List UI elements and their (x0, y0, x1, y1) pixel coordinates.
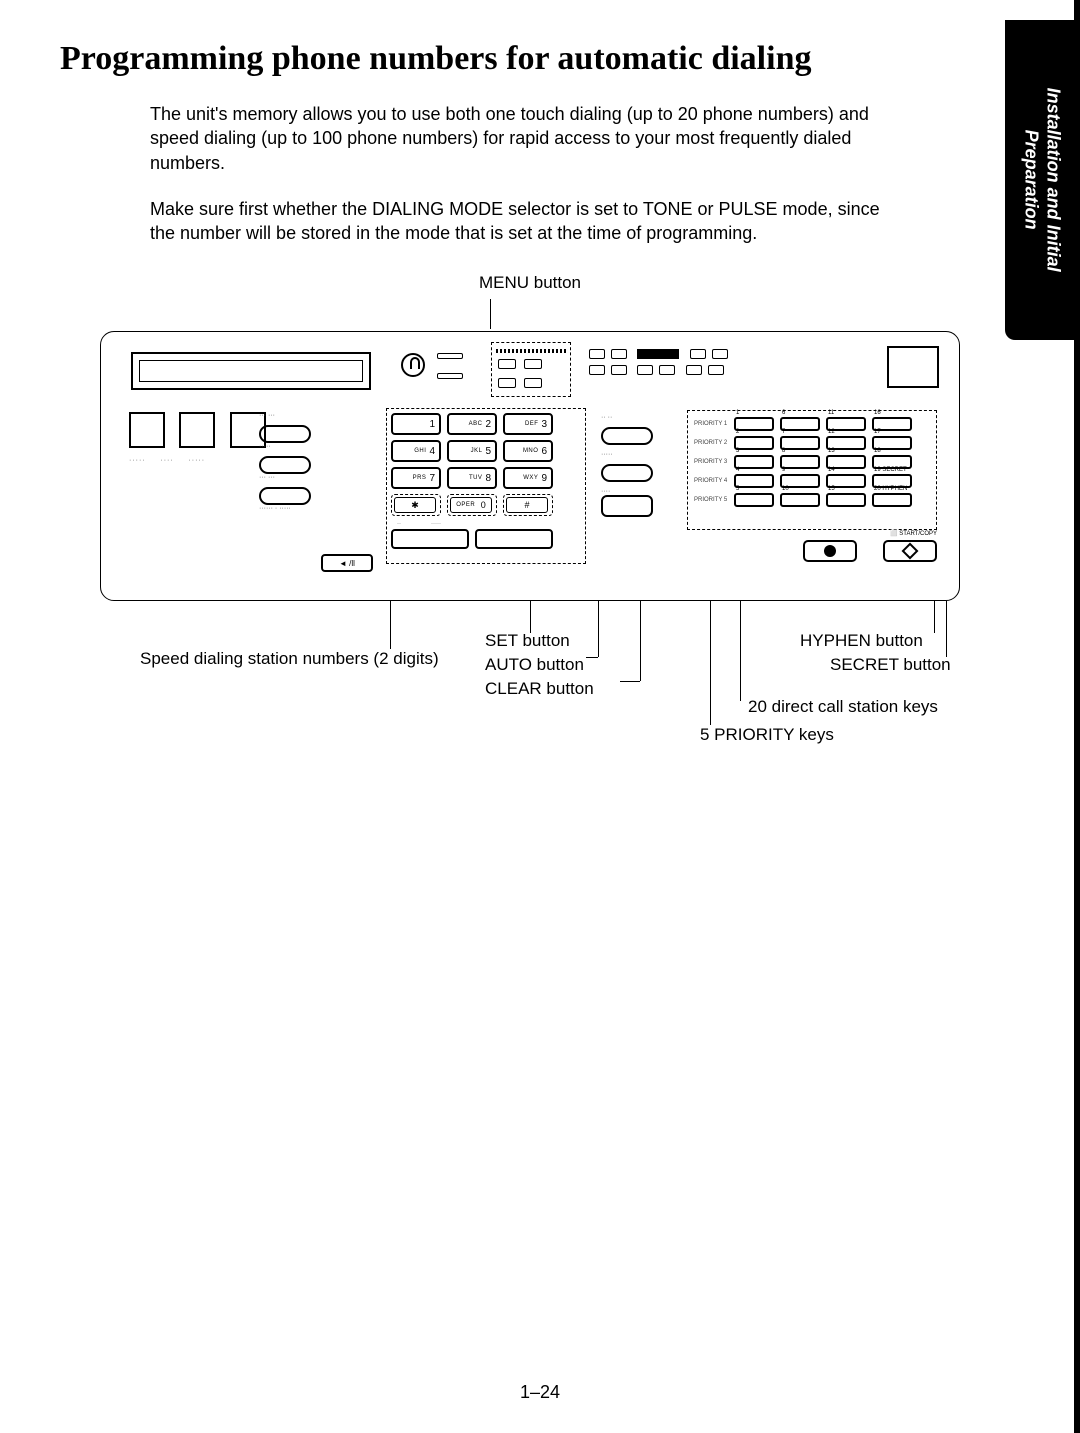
station-key: 7 (780, 436, 820, 450)
indicator-slot (437, 353, 463, 359)
priority-keys-callout: 5 PRIORITY keys (700, 725, 834, 745)
key-hash: # (503, 494, 553, 516)
start-button (883, 540, 937, 562)
long-key-left (391, 529, 469, 549)
leader-line (586, 657, 598, 658)
hyphen-key: 20 HYPHEN (872, 493, 912, 507)
menu-key (498, 378, 516, 388)
leader-line (946, 601, 947, 657)
handset-indicator (401, 347, 481, 395)
paragraph-2: Make sure first whether the DIALING MODE… (150, 197, 890, 246)
direct-call-callout: 20 direct call station keys (748, 697, 938, 717)
menu-key (498, 359, 516, 369)
clear-button-callout: CLEAR button (485, 679, 594, 699)
stop-icon (824, 545, 836, 557)
key-1: 1 (391, 413, 441, 435)
device-outline: ····· ···· ····· ··· ··· ····· ··· ··· ·… (100, 331, 960, 601)
station-key: 10 (780, 493, 820, 507)
station-key: 8 (780, 455, 820, 469)
device-diagram: MENU button (100, 273, 940, 761)
stop-start-row (687, 540, 937, 562)
intro-text: The unit's memory allows you to use both… (150, 102, 890, 245)
start-icon (902, 543, 919, 560)
leader-line (530, 601, 531, 633)
indicator-slot (437, 373, 463, 379)
station-key: 1 (734, 417, 774, 431)
key-8: TUV8 (447, 467, 497, 489)
lcd-display (131, 352, 371, 390)
menu-button-group (491, 342, 571, 397)
cartridge-slot (887, 346, 939, 388)
key-6: MNO6 (503, 440, 553, 462)
menu-leader-line (490, 299, 491, 329)
key-0: OPER 0 (447, 494, 497, 516)
paragraph-1: The unit's memory allows you to use both… (150, 102, 890, 175)
numeric-keypad: 1 ABC2 DEF3 GHI4 JKL5 MNO6 PRS7 TUV8 WXY… (386, 408, 586, 564)
key-2: ABC2 (447, 413, 497, 435)
auto-button-diagram (601, 495, 653, 517)
callout-labels: Speed dialing station numbers (2 digits)… (100, 601, 980, 761)
mode-indicator-row (586, 346, 876, 396)
volume-button: ◄ /ll (321, 554, 373, 572)
control-square (179, 412, 215, 448)
key-5: JKL5 (447, 440, 497, 462)
station-key: 5 (734, 493, 774, 507)
station-key: 3 (734, 455, 774, 469)
leader-line (390, 601, 391, 649)
leader-line (640, 601, 641, 681)
menu-key (524, 359, 542, 369)
page-number: 1–24 (0, 1382, 1080, 1403)
station-keys-group: PRIORITY 1 1 6 11 16 PRIORITY 2 2 7 12 1… (687, 410, 937, 530)
key-star: ✱ (391, 494, 441, 516)
clear-button-diagram (601, 464, 653, 482)
handset-icon (401, 353, 425, 377)
menu-button-label: MENU button (120, 273, 940, 293)
barcode-strip (496, 349, 566, 353)
volume-control: ◄ /ll (321, 554, 381, 572)
auto-clear-column: ·· ·· ····· ···· (601, 414, 671, 564)
function-pill (259, 456, 311, 474)
control-square (129, 412, 165, 448)
station-key: 6 (780, 417, 820, 431)
leader-line (598, 601, 599, 657)
function-pill (259, 487, 311, 505)
leader-line (740, 601, 741, 701)
key-3: DEF3 (503, 413, 553, 435)
function-pill (259, 425, 311, 443)
leader-line (934, 601, 935, 633)
station-key: 4 (734, 474, 774, 488)
station-key: 2 (734, 436, 774, 450)
lcd-inner (139, 360, 363, 382)
receive-mode-label (637, 349, 679, 359)
page-title: Programming phone numbers for automatic … (60, 40, 1020, 78)
key-7: PRS7 (391, 467, 441, 489)
secret-button-callout: SECRET button (830, 655, 951, 675)
key-9: WXY9 (503, 467, 553, 489)
left-control-column: ····· ···· ····· ··· ··· ····· ··· ··· ·… (129, 412, 359, 572)
control-labels: ····· ···· ····· (129, 457, 359, 464)
auto-button-callout: AUTO button (485, 655, 584, 675)
menu-key (524, 378, 542, 388)
set-button (601, 427, 653, 445)
key-4: GHI4 (391, 440, 441, 462)
start-copy-label: ⬜ START/COPY (890, 530, 937, 537)
long-key-right (475, 529, 553, 549)
speed-dial-callout: Speed dialing station numbers (2 digits) (140, 649, 439, 669)
stop-button (803, 540, 857, 562)
station-key: 15 (826, 493, 866, 507)
leader-line (620, 681, 640, 682)
set-button-callout: SET button (485, 631, 570, 651)
leader-line (710, 601, 711, 725)
hyphen-button-callout: HYPHEN button (800, 631, 923, 651)
